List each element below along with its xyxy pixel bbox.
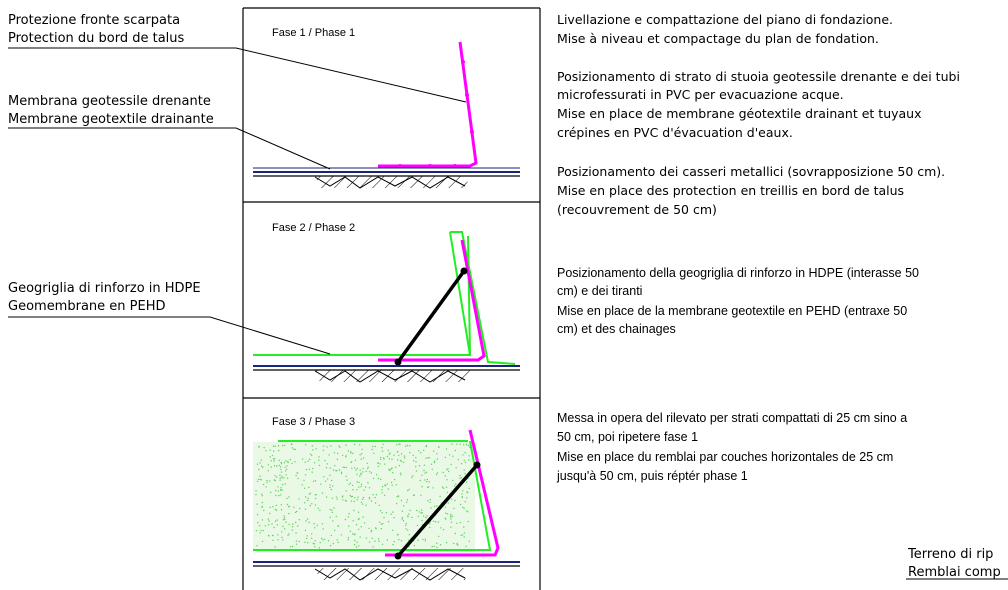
svg-text:Mise en place des protection e: Mise en place des protection en treillis…	[557, 183, 904, 198]
label-protection-it: Protezione fronte scarpata	[8, 13, 180, 28]
svg-text:(recouvrement de 50 cm): (recouvrement de 50 cm)	[557, 202, 717, 217]
geogrid-outer	[450, 231, 516, 365]
note-3: Posizionamento dei casseri metallici (so…	[557, 164, 945, 217]
phase-1-drawing	[253, 41, 520, 189]
svg-text:jusqu'à 50 cm, puis réptér pha: jusqu'à 50 cm, puis réptér phase 1	[556, 469, 748, 483]
phase-1-title: Fase 1 / Phase 1	[272, 27, 355, 39]
svg-text:Mise en place du remblai par c: Mise en place du remblai par couches hor…	[557, 450, 893, 464]
label-membrane-it: Membrana geotessile drenante	[8, 94, 211, 109]
phase-3-title: Fase 3 / Phase 3	[272, 416, 355, 428]
svg-text:Posizionamento della geogrigli: Posizionamento della geogriglia di rinfo…	[557, 266, 919, 280]
ground-hatch-3	[314, 568, 470, 581]
svg-text:Mise à niveau et compactage du: Mise à niveau et compactage du plan de f…	[557, 31, 879, 46]
label-membrane-fr: Membrane geotextile drainante	[8, 112, 214, 127]
svg-text:Posizionamento dei casseri met: Posizionamento dei casseri metallici (so…	[557, 164, 945, 179]
phase-frame	[242, 7, 541, 590]
phase-3-drawing	[253, 429, 520, 581]
note-5: Messa in opera del rilevato per strati c…	[556, 411, 907, 483]
ground-hatch-1	[314, 176, 470, 189]
note-1: Livellazione e compattazione del piano d…	[557, 12, 893, 46]
mesh-nodes	[398, 60, 474, 168]
label-terrain-it: Terreno di rip	[907, 547, 993, 562]
note-2: Posizionamento di strato di stuoia geote…	[557, 69, 960, 140]
svg-text:microfessurati in PVC per evac: microfessurati in PVC per evacuazione ac…	[557, 87, 844, 102]
compacted-fill	[253, 442, 475, 552]
svg-text:Mise en place de membrane géot: Mise en place de membrane géotextile dra…	[557, 106, 922, 121]
svg-text:Messa in opera del rilevato pe: Messa in opera del rilevato per strati c…	[557, 411, 907, 425]
label-geogrid-it: Geogriglia di rinforzo in HDPE	[8, 281, 201, 296]
label-terrain-fr: Remblai comp	[908, 565, 1001, 580]
svg-text:cm) e dei tiranti: cm) e dei tiranti	[557, 284, 642, 298]
leader-lines	[8, 47, 1008, 580]
slope-protection-mesh-2	[378, 239, 486, 362]
svg-text:Posizionamento di strato di st: Posizionamento di strato di stuoia geote…	[557, 69, 960, 84]
svg-text:50 cm, poi ripetere fase 1: 50 cm, poi ripetere fase 1	[557, 430, 698, 444]
svg-text:Livellazione e compattazione d: Livellazione e compattazione del piano d…	[557, 12, 893, 27]
phase-2-title: Fase 2 / Phase 2	[272, 222, 355, 234]
label-protection-fr: Protection du bord de talus	[8, 31, 185, 46]
svg-text:cm) et des chainages: cm) et des chainages	[557, 322, 676, 336]
label-geogrid-fr: Geomembrane en PEHD	[8, 299, 166, 314]
ground-hatch-2	[314, 370, 470, 383]
svg-text:Mise en place de la membrane g: Mise en place de la membrane geotextile …	[557, 304, 907, 318]
note-4: Posizionamento della geogriglia di rinfo…	[557, 266, 919, 336]
geogrid-inner	[253, 235, 472, 356]
slope-protection-mesh	[378, 41, 478, 168]
tie-rod	[396, 269, 466, 364]
phase-2-drawing	[253, 231, 520, 383]
svg-text:crépines en PVC d'évacuation d: crépines en PVC d'évacuation d'eaux.	[557, 125, 793, 140]
